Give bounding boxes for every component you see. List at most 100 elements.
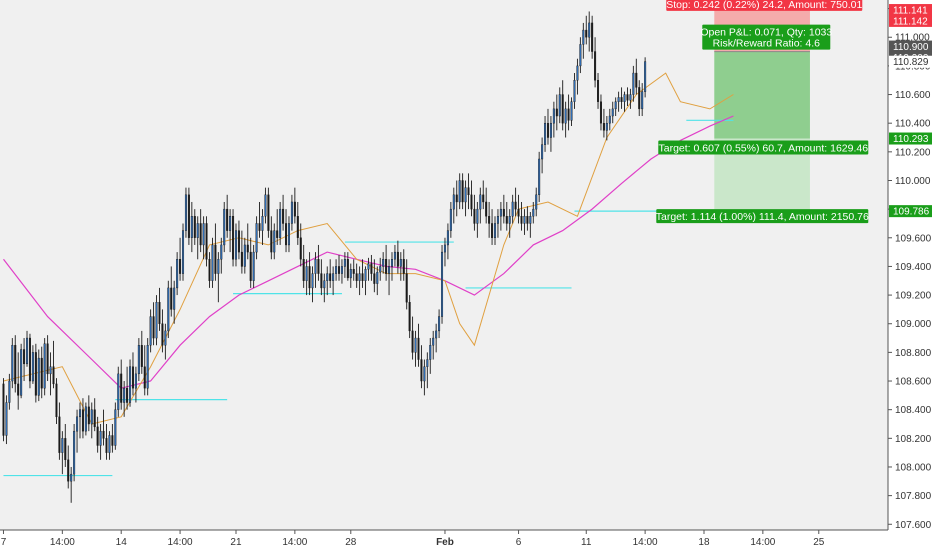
candle[interactable]	[55, 378, 58, 424]
candle[interactable]	[435, 323, 438, 353]
candle[interactable]	[270, 216, 273, 260]
candle[interactable]	[641, 83, 644, 117]
candle[interactable]	[576, 58, 579, 95]
candle[interactable]	[199, 209, 202, 253]
candle[interactable]	[408, 295, 411, 339]
candle[interactable]	[573, 73, 576, 109]
candle[interactable]	[146, 338, 149, 396]
candle[interactable]	[190, 201, 193, 253]
candle[interactable]	[2, 378, 5, 442]
candle[interactable]	[276, 209, 279, 245]
candle[interactable]	[108, 431, 111, 460]
candle[interactable]	[67, 445, 70, 489]
candle[interactable]	[70, 466, 73, 503]
candle[interactable]	[84, 402, 87, 436]
candle[interactable]	[184, 187, 187, 238]
candle[interactable]	[323, 273, 326, 303]
candle[interactable]	[11, 338, 14, 389]
candle[interactable]	[143, 345, 146, 396]
candle[interactable]	[308, 252, 311, 296]
candle[interactable]	[499, 201, 502, 231]
candle[interactable]	[90, 402, 93, 439]
candle[interactable]	[52, 340, 55, 389]
candle[interactable]	[179, 237, 182, 281]
candle[interactable]	[591, 15, 594, 59]
candle[interactable]	[441, 244, 444, 324]
candle[interactable]	[182, 223, 185, 281]
candle[interactable]	[14, 335, 17, 393]
candle[interactable]	[273, 223, 276, 260]
candle[interactable]	[599, 94, 602, 131]
candle[interactable]	[208, 252, 211, 288]
candle[interactable]	[361, 259, 364, 288]
candle[interactable]	[402, 249, 405, 281]
candle[interactable]	[8, 373, 11, 410]
candle[interactable]	[455, 180, 458, 217]
candle[interactable]	[120, 359, 123, 410]
candle[interactable]	[87, 395, 90, 432]
candle[interactable]	[411, 316, 414, 360]
candle[interactable]	[37, 349, 40, 402]
candle[interactable]	[623, 91, 626, 112]
candle[interactable]	[96, 416, 99, 453]
candle[interactable]	[167, 280, 170, 339]
candle[interactable]	[605, 116, 608, 141]
candle[interactable]	[443, 237, 446, 267]
candle[interactable]	[317, 244, 320, 281]
candle[interactable]	[279, 201, 282, 245]
candle[interactable]	[232, 209, 235, 267]
candle[interactable]	[546, 108, 549, 145]
candle[interactable]	[538, 151, 541, 202]
candle[interactable]	[193, 209, 196, 245]
candle[interactable]	[385, 244, 388, 281]
candle[interactable]	[140, 330, 143, 374]
candle[interactable]	[349, 263, 352, 288]
candle[interactable]	[567, 94, 570, 131]
candle[interactable]	[237, 220, 240, 260]
candle[interactable]	[532, 201, 535, 224]
candle[interactable]	[158, 287, 161, 331]
candle[interactable]	[376, 266, 379, 296]
candle[interactable]	[285, 209, 288, 253]
candle[interactable]	[34, 343, 37, 403]
candle[interactable]	[405, 259, 408, 310]
candle[interactable]	[467, 173, 470, 210]
candle[interactable]	[149, 309, 152, 353]
candle[interactable]	[23, 338, 26, 382]
candle[interactable]	[429, 338, 432, 374]
candle[interactable]	[420, 345, 423, 389]
candle[interactable]	[114, 402, 117, 450]
candle[interactable]	[549, 116, 552, 152]
candle[interactable]	[61, 431, 64, 475]
candle[interactable]	[438, 309, 441, 339]
candle[interactable]	[346, 252, 349, 281]
candle[interactable]	[40, 346, 43, 399]
target2-label[interactable]: Target: 1.114 (1.00%) 111.4, Amount: 215…	[656, 209, 869, 224]
candle[interactable]	[73, 424, 76, 482]
candle[interactable]	[311, 266, 314, 303]
candle[interactable]	[99, 424, 102, 460]
candle[interactable]	[644, 57, 647, 98]
candle[interactable]	[491, 209, 494, 245]
candle[interactable]	[343, 252, 346, 278]
candle[interactable]	[479, 187, 482, 224]
candle[interactable]	[582, 22, 585, 59]
candle[interactable]	[355, 263, 358, 288]
candle[interactable]	[26, 330, 29, 367]
candle[interactable]	[335, 259, 338, 281]
candle[interactable]	[220, 237, 223, 274]
candle[interactable]	[426, 352, 429, 389]
candle[interactable]	[458, 173, 461, 210]
candle[interactable]	[226, 194, 229, 238]
candle[interactable]	[523, 209, 526, 235]
candle[interactable]	[17, 352, 20, 410]
candle[interactable]	[314, 252, 317, 288]
candle[interactable]	[214, 223, 217, 281]
candle[interactable]	[196, 216, 199, 260]
candle[interactable]	[597, 73, 600, 109]
candle[interactable]	[617, 91, 620, 112]
candle[interactable]	[290, 194, 293, 231]
candle[interactable]	[126, 366, 129, 410]
candle[interactable]	[255, 216, 258, 260]
